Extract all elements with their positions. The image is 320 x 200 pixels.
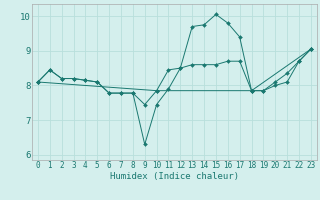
X-axis label: Humidex (Indice chaleur): Humidex (Indice chaleur) (110, 172, 239, 181)
